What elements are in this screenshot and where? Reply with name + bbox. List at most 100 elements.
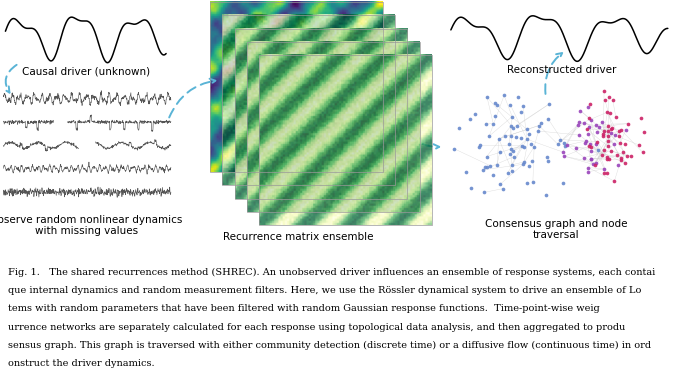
Point (508, 125, 519, 131)
Point (508, 154, 519, 160)
Point (481, 94, 492, 100)
Text: Reconstructed driver: Reconstructed driver (506, 66, 616, 75)
Point (581, 126, 592, 132)
Point (555, 136, 565, 142)
Point (614, 128, 624, 134)
Bar (247, 42, 420, 212)
Point (506, 123, 517, 129)
Point (562, 142, 573, 148)
Point (505, 102, 516, 108)
Point (618, 149, 629, 155)
Point (619, 160, 630, 166)
Point (601, 170, 612, 176)
Point (572, 122, 583, 128)
Point (557, 149, 568, 155)
Point (616, 127, 626, 133)
Point (582, 104, 593, 110)
Bar (210, 2, 383, 172)
Point (622, 153, 633, 159)
Point (597, 133, 608, 139)
Point (603, 155, 614, 162)
Point (513, 93, 524, 99)
Point (494, 136, 504, 142)
Point (487, 172, 498, 178)
Point (515, 135, 526, 141)
Bar (259, 55, 432, 226)
Point (585, 156, 596, 162)
Point (515, 109, 526, 115)
Point (573, 119, 584, 125)
Point (592, 129, 603, 135)
Point (529, 144, 540, 150)
Point (586, 144, 597, 150)
Point (637, 149, 648, 155)
Point (603, 94, 614, 100)
Point (473, 144, 484, 150)
Point (586, 156, 597, 162)
Point (543, 158, 554, 164)
Point (518, 103, 529, 109)
Point (586, 148, 597, 154)
Point (481, 154, 492, 160)
Text: Recurrence matrix ensemble: Recurrence matrix ensemble (223, 232, 374, 242)
Point (615, 140, 626, 146)
Point (542, 154, 553, 160)
Point (598, 130, 609, 136)
Point (534, 122, 544, 128)
Point (597, 119, 607, 125)
Point (608, 141, 619, 147)
Point (559, 153, 570, 159)
Point (505, 146, 516, 152)
Point (591, 160, 601, 166)
Bar (235, 29, 407, 199)
Point (604, 110, 615, 116)
Point (475, 142, 486, 149)
Point (601, 154, 612, 160)
Point (620, 141, 631, 147)
Point (481, 121, 492, 127)
Point (465, 116, 476, 122)
Point (485, 163, 496, 169)
Point (593, 124, 604, 130)
Point (598, 147, 609, 153)
Point (533, 128, 544, 134)
Point (583, 169, 594, 175)
Point (527, 179, 538, 185)
Point (603, 123, 614, 129)
Point (482, 164, 493, 170)
Point (581, 138, 592, 144)
Point (599, 128, 610, 134)
Point (492, 162, 502, 168)
Point (579, 120, 590, 126)
Point (558, 139, 569, 146)
Point (478, 166, 489, 173)
Point (454, 125, 464, 131)
Point (599, 97, 610, 103)
Point (511, 134, 521, 140)
Point (480, 164, 491, 170)
Point (584, 101, 595, 107)
Point (615, 155, 626, 161)
Point (522, 180, 533, 186)
Point (583, 131, 594, 138)
Point (578, 155, 589, 161)
Point (449, 146, 460, 152)
Point (622, 120, 633, 126)
Point (541, 192, 552, 199)
Point (460, 169, 471, 175)
Point (633, 142, 644, 148)
Point (599, 166, 610, 172)
Text: distance: distance (382, 160, 388, 187)
Point (574, 132, 585, 138)
Point (588, 162, 599, 168)
Point (613, 133, 624, 139)
Point (584, 143, 595, 149)
Point (487, 120, 498, 126)
Point (591, 122, 601, 128)
Point (518, 144, 529, 150)
Point (552, 141, 563, 147)
Point (504, 141, 515, 147)
Point (612, 152, 622, 158)
Point (601, 155, 612, 162)
Point (535, 120, 546, 126)
